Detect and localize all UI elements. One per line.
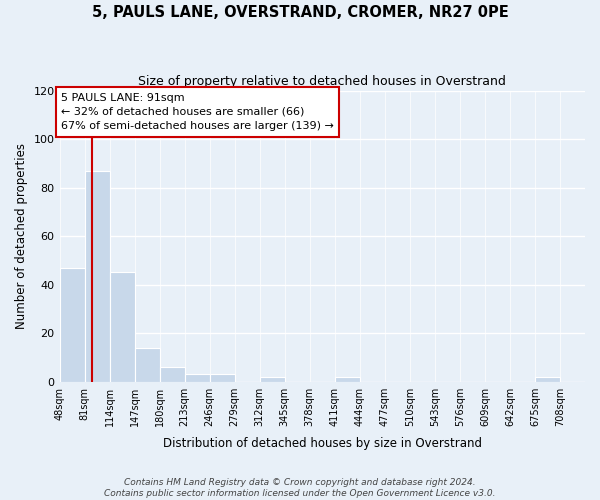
Bar xyxy=(535,377,560,382)
Bar xyxy=(85,170,110,382)
Text: 5 PAULS LANE: 91sqm
← 32% of detached houses are smaller (66)
67% of semi-detach: 5 PAULS LANE: 91sqm ← 32% of detached ho… xyxy=(61,93,334,131)
Bar xyxy=(110,272,134,382)
Bar xyxy=(185,374,209,382)
Bar xyxy=(160,367,185,382)
Bar xyxy=(59,268,85,382)
Text: 5, PAULS LANE, OVERSTRAND, CROMER, NR27 0PE: 5, PAULS LANE, OVERSTRAND, CROMER, NR27 … xyxy=(92,5,508,20)
X-axis label: Distribution of detached houses by size in Overstrand: Distribution of detached houses by size … xyxy=(163,437,482,450)
Bar xyxy=(134,348,160,382)
Bar xyxy=(209,374,235,382)
Bar xyxy=(335,377,360,382)
Text: Contains HM Land Registry data © Crown copyright and database right 2024.
Contai: Contains HM Land Registry data © Crown c… xyxy=(104,478,496,498)
Y-axis label: Number of detached properties: Number of detached properties xyxy=(15,143,28,329)
Title: Size of property relative to detached houses in Overstrand: Size of property relative to detached ho… xyxy=(139,75,506,88)
Bar xyxy=(260,377,285,382)
